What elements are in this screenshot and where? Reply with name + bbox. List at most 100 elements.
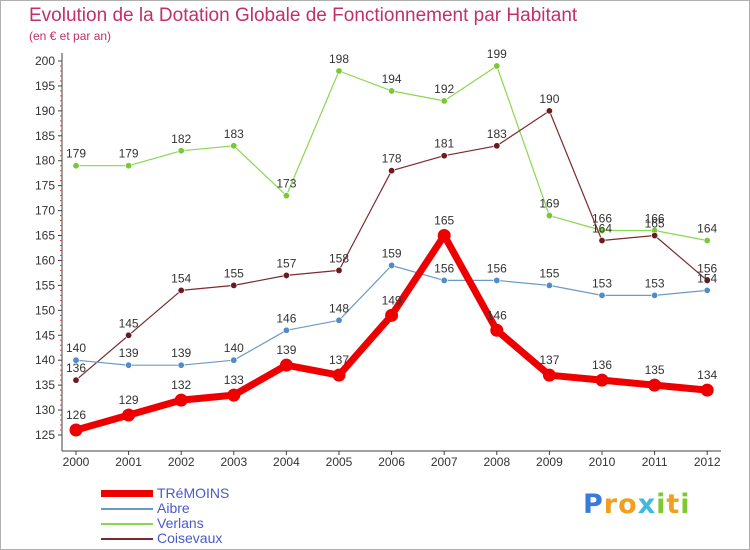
data-label: 135 (645, 363, 665, 377)
y-tick-label: 175 (35, 179, 55, 193)
data-point (493, 276, 501, 284)
data-point (545, 212, 553, 220)
data-label: 155 (539, 266, 559, 280)
logo-letter: i (680, 489, 691, 520)
x-tick-label: 2009 (536, 455, 563, 469)
data-point (279, 358, 293, 372)
data-point (125, 162, 133, 170)
x-tick-label: 2006 (378, 455, 405, 469)
data-label: 192 (434, 82, 454, 96)
data-label: 157 (276, 256, 296, 270)
data-label: 166 (645, 212, 665, 226)
data-point (388, 167, 396, 175)
data-label: 153 (645, 276, 665, 290)
data-label: 179 (66, 147, 86, 161)
data-label: 183 (487, 127, 507, 141)
data-label: 156 (697, 261, 717, 275)
y-tick-label: 145 (35, 328, 55, 342)
x-tick-label: 2004 (273, 455, 300, 469)
data-label: 145 (119, 316, 139, 330)
data-label: 199 (487, 47, 507, 61)
legend-swatch-tremoins (101, 490, 153, 497)
logo-letter: i (656, 489, 667, 520)
x-tick-label: 2012 (694, 455, 721, 469)
data-point (598, 227, 606, 235)
x-tick-label: 2008 (483, 455, 510, 469)
data-label: 181 (434, 137, 454, 151)
data-label: 194 (382, 72, 402, 86)
data-point (703, 237, 711, 245)
data-label: 158 (329, 251, 349, 265)
data-label: 164 (592, 222, 612, 236)
data-point (493, 62, 501, 70)
x-tick-label: 2011 (642, 455, 668, 469)
data-point (598, 291, 606, 299)
data-label: 137 (329, 353, 349, 367)
data-point (230, 281, 238, 289)
data-point (490, 323, 504, 337)
data-label: 169 (539, 197, 559, 211)
y-tick-label: 160 (35, 253, 55, 267)
data-label: 159 (382, 246, 402, 260)
y-tick-label: 200 (35, 54, 55, 68)
legend-swatch-aibre (101, 508, 153, 510)
data-label: 140 (66, 341, 86, 355)
legend-label: Aibre (157, 500, 190, 516)
data-label: 178 (382, 152, 402, 166)
data-label: 173 (276, 177, 296, 191)
y-tick-label: 170 (35, 204, 55, 218)
data-point (72, 356, 80, 364)
y-tick-label: 130 (35, 403, 55, 417)
data-point (332, 368, 346, 382)
data-label: 134 (697, 368, 717, 382)
x-tick-label: 2005 (326, 455, 353, 469)
data-point (542, 368, 556, 382)
data-label: 148 (329, 301, 349, 315)
logo-letter: o (618, 489, 638, 520)
data-point (125, 331, 133, 339)
legend-label: Verlans (157, 515, 204, 531)
data-label: 139 (119, 346, 139, 360)
data-point (437, 229, 451, 243)
data-point (335, 266, 343, 274)
data-point (651, 291, 659, 299)
data-point (177, 286, 185, 294)
data-point (493, 142, 501, 150)
y-tick-label: 165 (35, 229, 55, 243)
y-tick-label: 185 (35, 129, 55, 143)
data-point (230, 356, 238, 364)
data-label: 156 (434, 261, 454, 275)
data-label: 126 (66, 408, 86, 422)
logo-letter: P (583, 489, 604, 520)
data-label: 139 (171, 346, 191, 360)
x-tick-label: 2002 (168, 455, 195, 469)
y-tick-label: 140 (35, 353, 55, 367)
y-tick-label: 180 (35, 154, 55, 168)
data-label: 183 (224, 127, 244, 141)
data-label: 139 (276, 343, 296, 357)
data-point (335, 316, 343, 324)
data-point (648, 378, 662, 392)
chart-subtitle: (en € et par an) (29, 29, 112, 43)
logo-letter: x (637, 489, 657, 520)
data-point (282, 192, 290, 200)
x-tick-label: 2007 (431, 455, 458, 469)
data-point (440, 97, 448, 105)
data-point (335, 67, 343, 75)
data-label: 149 (382, 293, 402, 307)
legend-swatch-verlans (101, 523, 153, 525)
data-label: 155 (224, 266, 244, 280)
data-point (700, 383, 714, 397)
data-label: 164 (697, 222, 717, 236)
data-label: 165 (434, 214, 454, 228)
legend-label: Coisevaux (157, 530, 223, 546)
data-point (230, 142, 238, 150)
data-point (177, 361, 185, 369)
data-point (72, 376, 80, 384)
y-tick-label: 195 (35, 79, 55, 93)
y-tick-label: 190 (35, 104, 55, 118)
data-label: 136 (66, 361, 86, 375)
proxiti-logo: Proxiti (583, 489, 691, 520)
x-tick-label: 2003 (220, 455, 247, 469)
